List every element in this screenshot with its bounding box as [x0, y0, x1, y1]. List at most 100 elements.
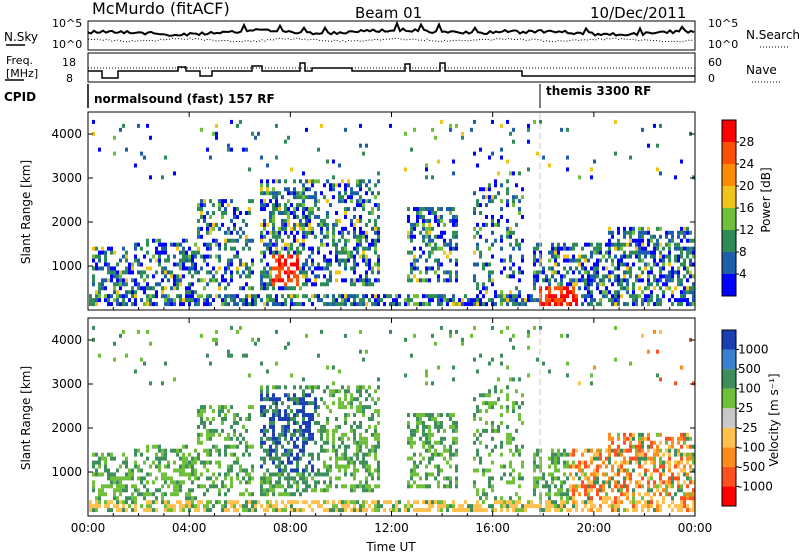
power-cell: [572, 258, 575, 263]
power-cell: [659, 258, 662, 263]
power-cell: [539, 290, 542, 295]
power-cell: [590, 167, 593, 172]
power-cell: [647, 278, 650, 283]
power-cell: [428, 222, 431, 227]
power-cell: [353, 294, 356, 299]
power-cell: [212, 298, 215, 303]
velocity-cell: [500, 452, 503, 457]
power-cell: [452, 222, 455, 227]
power-cell: [542, 302, 545, 307]
velocity-cell: [113, 341, 116, 346]
velocity-cell: [101, 456, 104, 461]
velocity-cell: [674, 504, 677, 509]
power-cell: [596, 242, 599, 247]
velocity-cell: [677, 472, 680, 477]
velocity-cell: [89, 508, 92, 513]
velocity-cell: [242, 508, 245, 513]
power-cell: [179, 278, 182, 283]
power-cell: [299, 266, 302, 271]
power-cell: [521, 270, 524, 275]
velocity-cell: [407, 504, 410, 509]
power-cell: [353, 254, 356, 259]
power-cell: [671, 294, 674, 299]
power-cell: [500, 302, 503, 307]
power-cell: [680, 159, 683, 164]
velocity-cell: [125, 500, 128, 505]
power-cell: [665, 274, 668, 279]
power-cell: [95, 294, 98, 299]
velocity-cell: [296, 401, 299, 406]
power-cell: [635, 278, 638, 283]
velocity-cell: [182, 504, 185, 509]
power-cell: [560, 298, 563, 303]
power-cell: [266, 163, 269, 168]
power-cell: [581, 262, 584, 267]
power-cell: [347, 258, 350, 263]
velocity-cell: [356, 397, 359, 402]
power-cell: [350, 218, 353, 223]
velocity-cell: [278, 436, 281, 441]
power-cell: [359, 214, 362, 219]
velocity-cell: [362, 436, 365, 441]
velocity-cell: [182, 472, 185, 477]
velocity-cell: [377, 413, 380, 418]
velocity-cell: [326, 432, 329, 437]
power-cell: [605, 294, 608, 299]
power-cell: [254, 294, 257, 299]
power-cell: [527, 123, 530, 128]
velocity-cell: [659, 492, 662, 497]
power-cell: [608, 290, 611, 295]
velocity-cell: [356, 484, 359, 489]
power-cell: [284, 207, 287, 212]
power-cell: [545, 298, 548, 303]
velocity-cell: [539, 504, 542, 509]
velocity-colorbar-segment: [722, 466, 736, 487]
power-cell: [239, 119, 242, 124]
power-cell: [437, 302, 440, 307]
velocity-cell: [344, 389, 347, 394]
power-cell: [449, 246, 452, 251]
velocity-cell: [281, 492, 284, 497]
power-cell: [644, 262, 647, 267]
power-cell: [152, 254, 155, 259]
power-cell: [431, 226, 434, 231]
power-cell: [293, 187, 296, 192]
velocity-cell: [623, 436, 626, 441]
power-cell: [116, 274, 119, 279]
velocity-cell: [494, 500, 497, 505]
velocity-cell: [635, 504, 638, 509]
velocity-cell: [92, 488, 95, 493]
velocity-cell: [437, 365, 440, 370]
power-cell: [197, 278, 200, 283]
velocity-cell: [374, 389, 377, 394]
velocity-cell: [659, 472, 662, 477]
velocity-cell: [287, 341, 290, 346]
velocity-cell: [371, 472, 374, 477]
velocity-cell: [599, 508, 602, 513]
power-cell: [536, 242, 539, 247]
velocity-cell: [212, 409, 215, 414]
velocity-cell: [224, 504, 227, 509]
velocity-cell: [269, 444, 272, 449]
power-cell: [338, 250, 341, 255]
velocity-cell: [107, 484, 110, 489]
power-cell: [197, 234, 200, 239]
velocity-cell: [203, 420, 206, 425]
velocity-cell: [224, 452, 227, 457]
velocity-cell: [110, 480, 113, 485]
power-cell: [437, 266, 440, 271]
power-cell: [335, 270, 338, 275]
velocity-cell: [314, 405, 317, 410]
power-cell: [452, 294, 455, 299]
velocity-cell: [260, 480, 263, 485]
power-cell: [500, 270, 503, 275]
velocity-cell: [689, 456, 692, 461]
velocity-cell: [494, 428, 497, 433]
velocity-cell: [164, 448, 167, 453]
power-cell: [566, 282, 569, 287]
power-cell: [161, 266, 164, 271]
velocity-cell: [311, 468, 314, 473]
power-cell: [221, 199, 224, 204]
velocity-cell: [617, 432, 620, 437]
power-cell: [599, 250, 602, 255]
